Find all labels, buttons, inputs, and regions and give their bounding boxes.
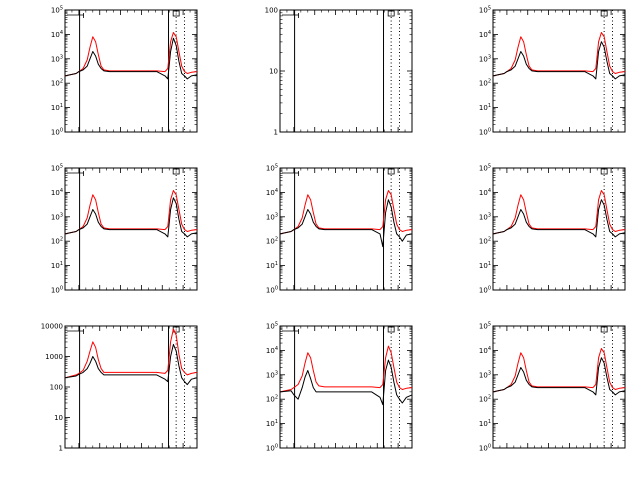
y-tick-label: 104 [479,346,491,355]
plot-frame [492,167,626,291]
y-tick-label: 102 [51,237,63,246]
y-tick-label: 104 [266,188,278,197]
range-box-mark [172,10,180,17]
y-tick-label: 100 [479,128,491,137]
y-tick-label: 101 [266,261,278,270]
range-flag-mark [67,329,84,334]
y-tick-label: 105 [479,322,491,331]
y-tick-label: 102 [266,237,278,246]
y-tick-label: 101 [266,419,278,428]
lld-series-line [64,328,198,379]
y-tick-label: 105 [479,6,491,15]
y-tick-label: 104 [479,188,491,197]
detector-panel-5: 100 101 102 103 104 105 [266,164,413,295]
y-tick-label: 100 [50,384,63,392]
range-flag-mark [282,171,299,176]
range-box-mark [172,168,180,175]
y-tick-label: 101 [51,261,63,270]
y-tick-label: 100 [266,286,278,295]
y-tick-label: 102 [266,395,278,404]
events-series-line [279,359,413,406]
y-tick-label: 105 [479,164,491,173]
detector-panel-3: 100 101 102 103 104 105 [479,6,626,137]
y-tick-label: 1 [59,445,63,453]
detector-panel-6: 100 101 102 103 104 105 [479,164,626,295]
y-tick-label: 100 [51,128,63,137]
plot-frame [492,325,626,449]
y-tick-label: 103 [479,370,491,379]
y-tick-label: 102 [51,79,63,88]
y-tick-label: 10 [269,68,278,76]
y-tick-label: 100 [479,444,491,453]
plot-frame [64,9,198,133]
y-tick-label: 105 [266,322,278,331]
y-tick-label: 104 [51,30,63,39]
plot-frame [492,9,626,133]
detector-panel-1: 100 101 102 103 104 105 [51,6,198,137]
events-series-line [492,199,626,238]
range-box-mark [600,168,608,175]
events-series-line [492,357,626,396]
lld-series-line [492,190,626,235]
detector-panel-2: 1 10 100 [265,7,413,137]
lld-series-line [64,32,198,77]
y-tick-label: 100 [266,444,278,453]
range-box-mark [600,326,608,333]
y-tick-label: 105 [266,164,278,173]
y-tick-label: 105 [51,6,63,15]
y-tick-label: 103 [266,370,278,379]
y-tick-label: 101 [479,261,491,270]
y-tick-label: 102 [479,79,491,88]
y-tick-label: 104 [479,30,491,39]
y-tick-label: 100 [265,7,278,15]
plot-frame [279,9,413,133]
events-series-line [279,199,413,248]
events-series-line [492,41,626,80]
y-tick-label: 103 [479,212,491,221]
y-tick-label: 1000 [45,353,63,361]
y-tick-label: 103 [479,54,491,63]
y-tick-label: 104 [51,188,63,197]
y-tick-label: 102 [479,395,491,404]
y-tick-label: 102 [479,237,491,246]
y-tick-label: 104 [266,346,278,355]
lld-series-line [279,345,413,393]
plot-frame [279,325,413,449]
y-tick-label: 103 [266,212,278,221]
y-tick-label: 103 [51,54,63,63]
y-tick-label: 10000 [41,323,63,331]
detector-panel-7: 1 10 100 1000 10000 [41,323,198,453]
y-tick-label: 105 [51,164,63,173]
events-series-line [64,343,198,386]
lld-series-line [492,348,626,393]
y-tick-label: 100 [51,286,63,295]
plot-frame [279,167,413,291]
y-tick-label: 101 [479,103,491,112]
range-flag-mark [67,13,84,18]
y-tick-label: 101 [479,419,491,428]
y-tick-label: 101 [51,103,63,112]
lld-series-line [492,32,626,77]
range-flag-mark [67,171,84,176]
lld-series-line [64,190,198,235]
y-tick-label: 1 [274,129,278,137]
range-box-mark [387,168,395,175]
range-flag-mark [282,13,299,18]
detector-panel-4: 100 101 102 103 104 105 [51,164,198,295]
y-tick-label: 100 [479,286,491,295]
detector-panel-8: 100 101 102 103 104 105 [266,322,413,453]
detector-panel-9: 100 101 102 103 104 105 [479,322,626,453]
lld-series-line [279,190,413,235]
plot-frame [64,167,198,291]
range-box-mark [600,10,608,17]
range-box-mark [387,326,395,333]
range-box-mark [387,10,395,17]
events-series-line [64,197,198,238]
y-tick-label: 10 [54,414,63,422]
y-tick-label: 103 [51,212,63,221]
range-flag-mark [282,329,299,334]
events-series-line [64,37,198,80]
